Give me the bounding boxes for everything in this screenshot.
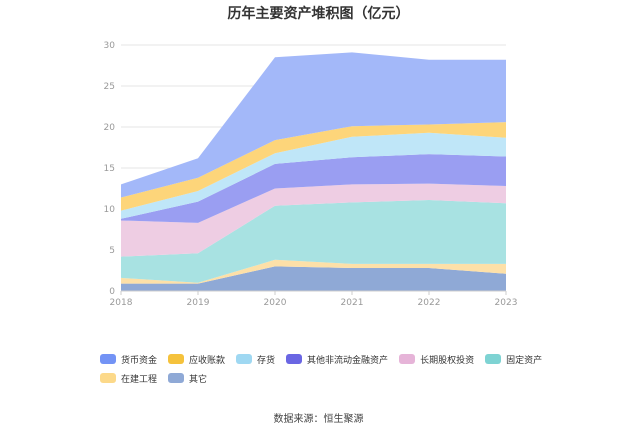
legend-label: 存货 <box>257 355 276 366</box>
legend-swatch <box>485 354 502 364</box>
y-axis: 0 5 10 15 20 25 30 <box>104 41 116 297</box>
legend-item[interactable]: 在建工程 <box>100 372 158 385</box>
legend-item[interactable]: 长期股权投资 <box>399 353 475 366</box>
legend-item[interactable]: 货币资金 <box>100 353 158 366</box>
x-tick-label: 2020 <box>264 298 287 308</box>
x-tick-label: 2019 <box>187 298 210 308</box>
legend-item[interactable]: 固定资产 <box>485 353 543 366</box>
legend-label: 应收账款 <box>189 355 226 366</box>
y-tick-label: 10 <box>104 205 116 215</box>
data-source: 数据来源：恒生聚源 <box>273 414 364 425</box>
y-tick-label: 0 <box>109 287 115 297</box>
x-tick-label: 2021 <box>341 298 364 308</box>
legend-item[interactable]: 其它 <box>168 372 208 385</box>
y-tick-label: 20 <box>104 123 116 133</box>
legend-swatch <box>168 354 185 364</box>
legend: 货币资金 应收账款 存货 其他非流动金融资产 长期股权投资 固定资产在建工程 其它 <box>100 353 560 385</box>
legend-swatch <box>100 354 116 364</box>
legend-item[interactable]: 存货 <box>236 353 276 366</box>
legend-item[interactable]: 其他非流动金融资产 <box>286 353 389 366</box>
legend-label: 货币资金 <box>121 355 158 366</box>
area-长期股权投资[interactable] <box>121 183 506 257</box>
area-其它[interactable] <box>121 266 506 291</box>
legend-swatch <box>286 354 303 364</box>
legend-label: 其它 <box>189 374 208 385</box>
x-tick-label: 2018 <box>110 298 133 308</box>
x-tick-label: 2023 <box>495 298 518 308</box>
area-在建工程[interactable] <box>121 259 506 284</box>
x-tick-label: 2022 <box>418 298 441 308</box>
legend-swatch <box>236 354 253 364</box>
legend-label: 固定资产 <box>506 355 543 366</box>
chart-title: 历年主要资产堆积图（亿元） <box>227 6 410 22</box>
area-其他非流动金融资产[interactable] <box>121 154 506 223</box>
y-tick-label: 5 <box>109 246 115 256</box>
y-tick-label: 30 <box>104 41 116 51</box>
area-应收账款[interactable] <box>121 122 506 211</box>
y-tick-label: 25 <box>104 82 115 92</box>
area-货币资金[interactable] <box>121 52 506 198</box>
legend-swatch <box>168 373 185 383</box>
area-series <box>121 52 506 291</box>
legend-label: 在建工程 <box>121 374 158 385</box>
x-axis: 2018 2019 2020 2021 2022 2023 <box>110 290 518 308</box>
area-固定资产[interactable] <box>121 200 506 283</box>
y-tick-label: 15 <box>104 164 115 174</box>
legend-label: 长期股权投资 <box>420 355 475 366</box>
legend-swatch <box>100 373 116 383</box>
legend-swatch <box>399 354 416 364</box>
legend-item[interactable]: 应收账款 <box>168 353 226 366</box>
area-存货[interactable] <box>121 132 506 219</box>
legend-label: 其他非流动金融资产 <box>307 355 389 366</box>
